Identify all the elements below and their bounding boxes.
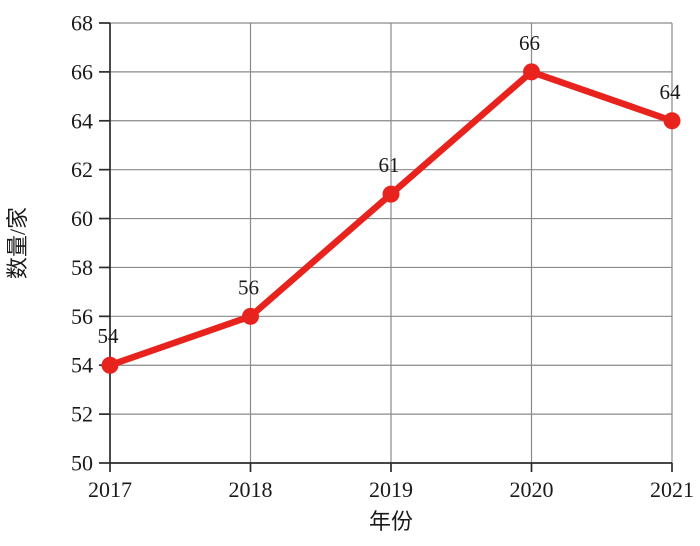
data-point-marker [242, 307, 259, 325]
y-tick-label: 52 [71, 402, 93, 427]
x-tick-label: 2018 [229, 477, 273, 502]
data-series [101, 63, 681, 374]
data-point-marker [101, 356, 119, 374]
x-axis-title: 年份 [369, 509, 413, 534]
y-tick-label: 50 [71, 451, 93, 476]
y-tick-label: 58 [71, 255, 93, 280]
y-tick-labels: 50 52 54 56 58 60 62 64 66 68 [71, 11, 93, 476]
data-point-label: 66 [519, 31, 540, 55]
y-tick-label: 56 [71, 304, 93, 329]
y-tick-label: 68 [71, 11, 93, 36]
y-tick-label: 64 [71, 108, 93, 133]
data-point-label: 54 [98, 324, 120, 348]
data-point-label: 61 [379, 153, 400, 177]
data-point-marker [382, 185, 400, 203]
data-point-labels: 54 56 61 66 64 [98, 31, 682, 348]
data-point-marker [523, 63, 540, 81]
y-tick-label: 60 [71, 206, 93, 231]
x-tick-label: 2017 [88, 477, 132, 502]
data-point-label: 64 [660, 80, 682, 104]
grid-lines [110, 22, 673, 463]
x-tick-label: 2021 [650, 477, 694, 502]
x-tick-labels: 2017 2018 2019 2020 2021 [88, 477, 694, 502]
y-tick-label: 54 [71, 353, 93, 378]
data-point-label: 56 [238, 275, 259, 299]
y-tick-label: 62 [71, 157, 93, 182]
y-tick-label: 66 [71, 59, 93, 84]
data-point-marker [663, 112, 681, 130]
x-tick-label: 2019 [369, 477, 413, 502]
y-axis-title: 数量/家 [5, 207, 30, 279]
x-tick-label: 2020 [510, 477, 554, 502]
